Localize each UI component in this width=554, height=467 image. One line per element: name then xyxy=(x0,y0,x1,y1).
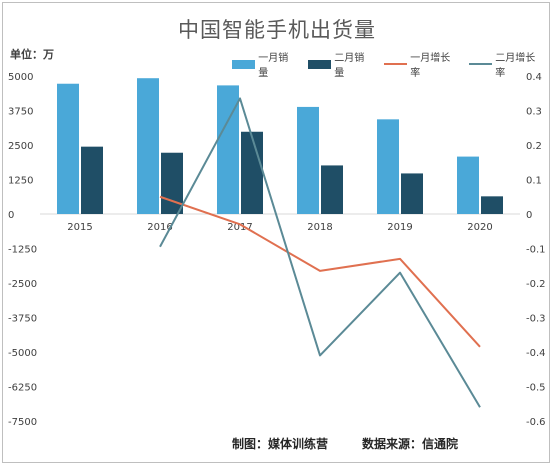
bar-1-2015 xyxy=(81,146,103,214)
legend-label-feb-growth: 二月增长率 xyxy=(495,53,536,79)
chart-legend: 一月销量 二月销量 一月增长率 二月增长率 xyxy=(232,49,554,79)
right-axis-tick-label: -0.3 xyxy=(526,314,546,325)
left-axis-tick-label: 3750 xyxy=(8,107,33,118)
footer-credit: 制图：媒体训练营 xyxy=(232,437,329,451)
footer-source: 数据来源：信通院 xyxy=(362,437,459,451)
right-axis-tick-label: 0 xyxy=(526,210,532,221)
left-axis-tick-label: 0 xyxy=(8,210,14,221)
chart-frame xyxy=(2,2,550,463)
legend-label-jan-growth: 一月增长率 xyxy=(410,53,451,79)
bar-0-2020 xyxy=(457,156,479,214)
line-series-2 xyxy=(159,195,481,348)
bar-1-2017 xyxy=(241,131,263,214)
x-axis-tick-label: 2016 xyxy=(147,222,172,233)
right-axis-tick-label: -0.6 xyxy=(526,417,546,428)
legend-swatch-feb-sales xyxy=(308,59,332,69)
right-axis-tick-label: -0.5 xyxy=(526,383,546,394)
legend-item-jan-growth: 一月增长率 xyxy=(384,49,455,79)
legend-swatch-feb-growth xyxy=(469,63,493,65)
left-axis-tick-label: 2500 xyxy=(8,141,33,152)
right-axis-tick-label: 0.4 xyxy=(526,72,542,83)
bar-1-2016 xyxy=(161,152,183,214)
left-axis-tick-label: -7500 xyxy=(8,417,37,428)
legend-item-jan-sales: 一月销量 xyxy=(232,49,294,79)
bar-0-2017 xyxy=(217,85,239,214)
left-axis-tick-label: -1250 xyxy=(8,245,37,256)
chart-title: 中国智能手机出货量 xyxy=(178,18,376,42)
bar-0-2016 xyxy=(137,78,159,214)
left-axis-tick-label: 5000 xyxy=(8,72,33,83)
unit-label: 单位：万 xyxy=(10,48,54,61)
x-axis-tick-label: 2017 xyxy=(227,222,252,233)
legend-item-feb-sales: 二月销量 xyxy=(308,49,370,79)
x-axis-tick-label: 2015 xyxy=(67,222,92,233)
right-axis-tick-label: -0.1 xyxy=(526,245,546,256)
left-axis-tick-label: -3750 xyxy=(8,314,37,325)
legend-label-feb-sales: 二月销量 xyxy=(334,53,365,79)
bar-1-2020 xyxy=(481,196,503,214)
right-axis-tick-label: -0.2 xyxy=(526,279,546,290)
line-series-3 xyxy=(159,97,481,408)
legend-swatch-jan-growth xyxy=(384,63,408,65)
left-axis-tick-label: 1250 xyxy=(8,176,33,187)
left-axis-tick-label: -5000 xyxy=(8,348,37,359)
left-axis-tick-label: -2500 xyxy=(8,279,37,290)
legend-swatch-jan-sales xyxy=(232,59,256,69)
left-axis-tick-label: -6250 xyxy=(8,383,37,394)
legend-item-feb-growth: 二月增长率 xyxy=(469,49,540,79)
x-axis-tick-label: 2020 xyxy=(467,222,492,233)
right-axis-tick-label: 0.2 xyxy=(526,141,542,152)
bar-0-2015 xyxy=(57,83,79,214)
x-axis-tick-label: 2018 xyxy=(307,222,332,233)
right-axis-tick-label: -0.4 xyxy=(526,348,546,359)
bar-0-2019 xyxy=(377,119,399,214)
right-axis-tick-label: 0.1 xyxy=(526,176,542,187)
bar-1-2019 xyxy=(401,173,423,214)
right-axis-tick-label: 0.3 xyxy=(526,107,542,118)
bar-1-2018 xyxy=(321,165,343,214)
x-axis-tick-label: 2019 xyxy=(387,222,412,233)
bar-0-2018 xyxy=(297,106,319,214)
legend-label-jan-sales: 一月销量 xyxy=(258,53,289,79)
